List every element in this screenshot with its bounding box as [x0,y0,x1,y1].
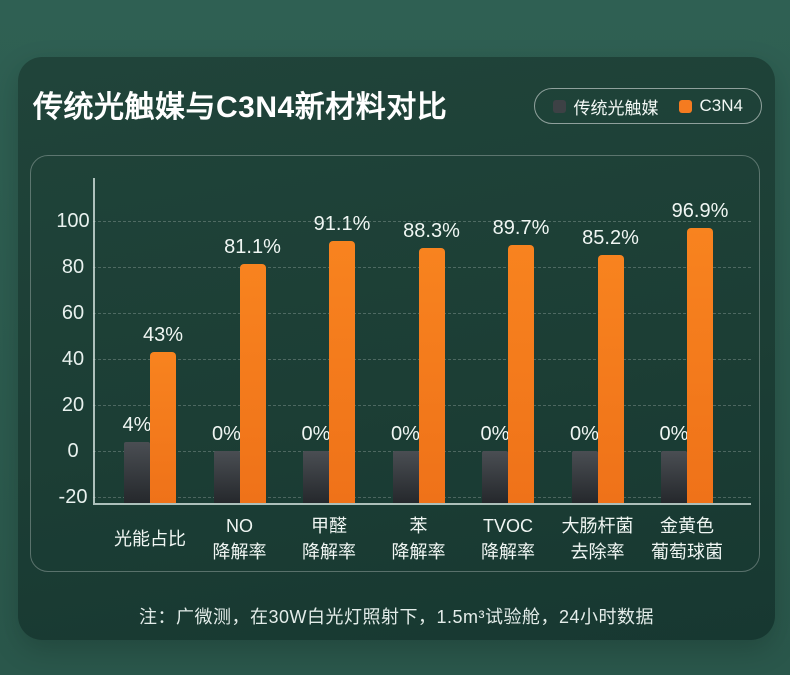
x-axis-label-苯降解率: 苯降解率 [354,511,484,567]
value-label-传统光触媒-光能占比: 4% [122,413,152,436]
value-label-C3N4-苯降解率: 88.3% [403,219,460,242]
value-label-C3N4-甲醛降解率: 91.1% [313,213,371,236]
gray-bar-金黄色葡萄球菌 [661,451,687,503]
gray-bar-NO降解率 [213,451,240,503]
main-panel: 传统光触媒与C3N4新材料对比 传统光触媒 C3N4 100 80 60 40 20 0 -… [18,57,775,640]
gray-bar-苯降解率 [392,451,419,503]
x-axis-label-TVOC降解率: TVOC 降解率 [443,511,573,567]
value-label-传统光触媒-TVOC降解率: 0% [480,423,510,445]
orange-bar-TVOC降解率 [508,244,534,503]
x-axis-label-line: 大肠杆菌 [561,516,634,536]
legend-label: C3N4 [699,96,743,115]
value-label-传统光触媒-NO降解率: 0% [212,423,241,445]
orange-bar-金黄色葡萄球菌 [687,228,713,503]
legend-label: 传统光触媒 [573,98,659,118]
x-axis-label-line: 降解率 [212,542,267,562]
value-label-C3N4-大肠杆菌去除率: 85.2% [582,227,639,250]
page-title: 传统光触媒与C3N4新材料对比 [33,91,448,124]
legend-swatch-gray [552,99,566,113]
orange-bar-苯降解率 [418,247,445,503]
x-axis-label-line: 降解率 [481,542,535,562]
value-label-传统光触媒-甲醛降解率: 0% [301,423,331,445]
x-axis-label-line: 降解率 [391,542,446,562]
x-axis-label-line: 葡萄球菌 [651,542,723,562]
x-axis-label-甲醛降解率: 甲醛 降解率 [264,511,394,567]
gray-bar-大肠杆菌去除率 [571,451,598,503]
x-axis-label-大肠杆菌去除率: 大肠杆菌 去除率 [533,511,663,567]
x-axis-label-line: 去除率 [570,542,625,562]
y-tick-label: 0 [67,440,79,462]
gridline-100 [93,221,751,222]
x-axis-label-line: 金黄色 [660,516,714,536]
y-tick-label: 100 [56,210,90,232]
gray-bar-甲醛降解率 [303,451,329,503]
y-tick-label: 40 [61,348,85,370]
x-axis-label-NO降解率: NO 降解率 [175,511,305,567]
y-tick-label: 20 [61,394,85,416]
x-axis-label-line: 甲醛 [311,516,347,536]
x-axis-label-line: TVOC [482,516,533,536]
y-tick-label: 60 [61,302,85,324]
value-label-C3N4-NO降解率: 81.1% [224,236,281,259]
footnote: 注：广微测，在30W白光灯照射下，1.5m³试验舱，24小时数据 [138,607,655,627]
orange-bar-甲醛降解率 [329,241,355,503]
orange-bar-NO降解率 [239,264,266,503]
orange-bar-大肠杆菌去除率 [597,255,624,503]
value-label-C3N4-TVOC降解率: 89.7% [492,216,550,239]
y-tick-label: 80 [61,256,85,278]
gray-bar-光能占比 [124,441,150,503]
legend-swatch-orange [678,99,692,113]
legend-item-traditional: 传统光触媒 [552,94,659,119]
y-axis-line [93,178,95,503]
x-axis-label-line: 光能占比 [114,529,186,549]
bar-chart: 100 80 60 40 20 0 -20 4% 43% 光能占比 0% 81.1% NO 降解率 0% 91… [30,155,760,572]
value-label-传统光触媒-金黄色葡萄球菌: 0% [659,423,689,445]
value-label-传统光触媒-大肠杆菌去除率: 0% [570,423,599,445]
value-label-C3N4-金黄色葡萄球菌: 96.9% [671,200,729,223]
gray-bar-TVOC降解率 [482,451,508,503]
legend: 传统光触媒 C3N4 [533,88,762,124]
value-label-C3N4-光能占比: 43% [142,324,184,347]
x-axis-label-line: NO [226,516,253,536]
orange-bar-光能占比 [150,352,176,503]
x-axis-line [93,503,751,505]
y-tick-label: -20 [58,486,88,508]
value-label-传统光触媒-苯降解率: 0% [391,423,420,445]
x-axis-label-金黄色葡萄球菌: 金黄色 葡萄球菌 [622,511,752,567]
x-axis-label-line: 降解率 [302,542,356,562]
x-axis-label-光能占比: 光能占比 [85,511,215,567]
x-axis-label-line: 苯 [409,516,428,536]
legend-item-c3n4: C3N4 [678,96,743,116]
